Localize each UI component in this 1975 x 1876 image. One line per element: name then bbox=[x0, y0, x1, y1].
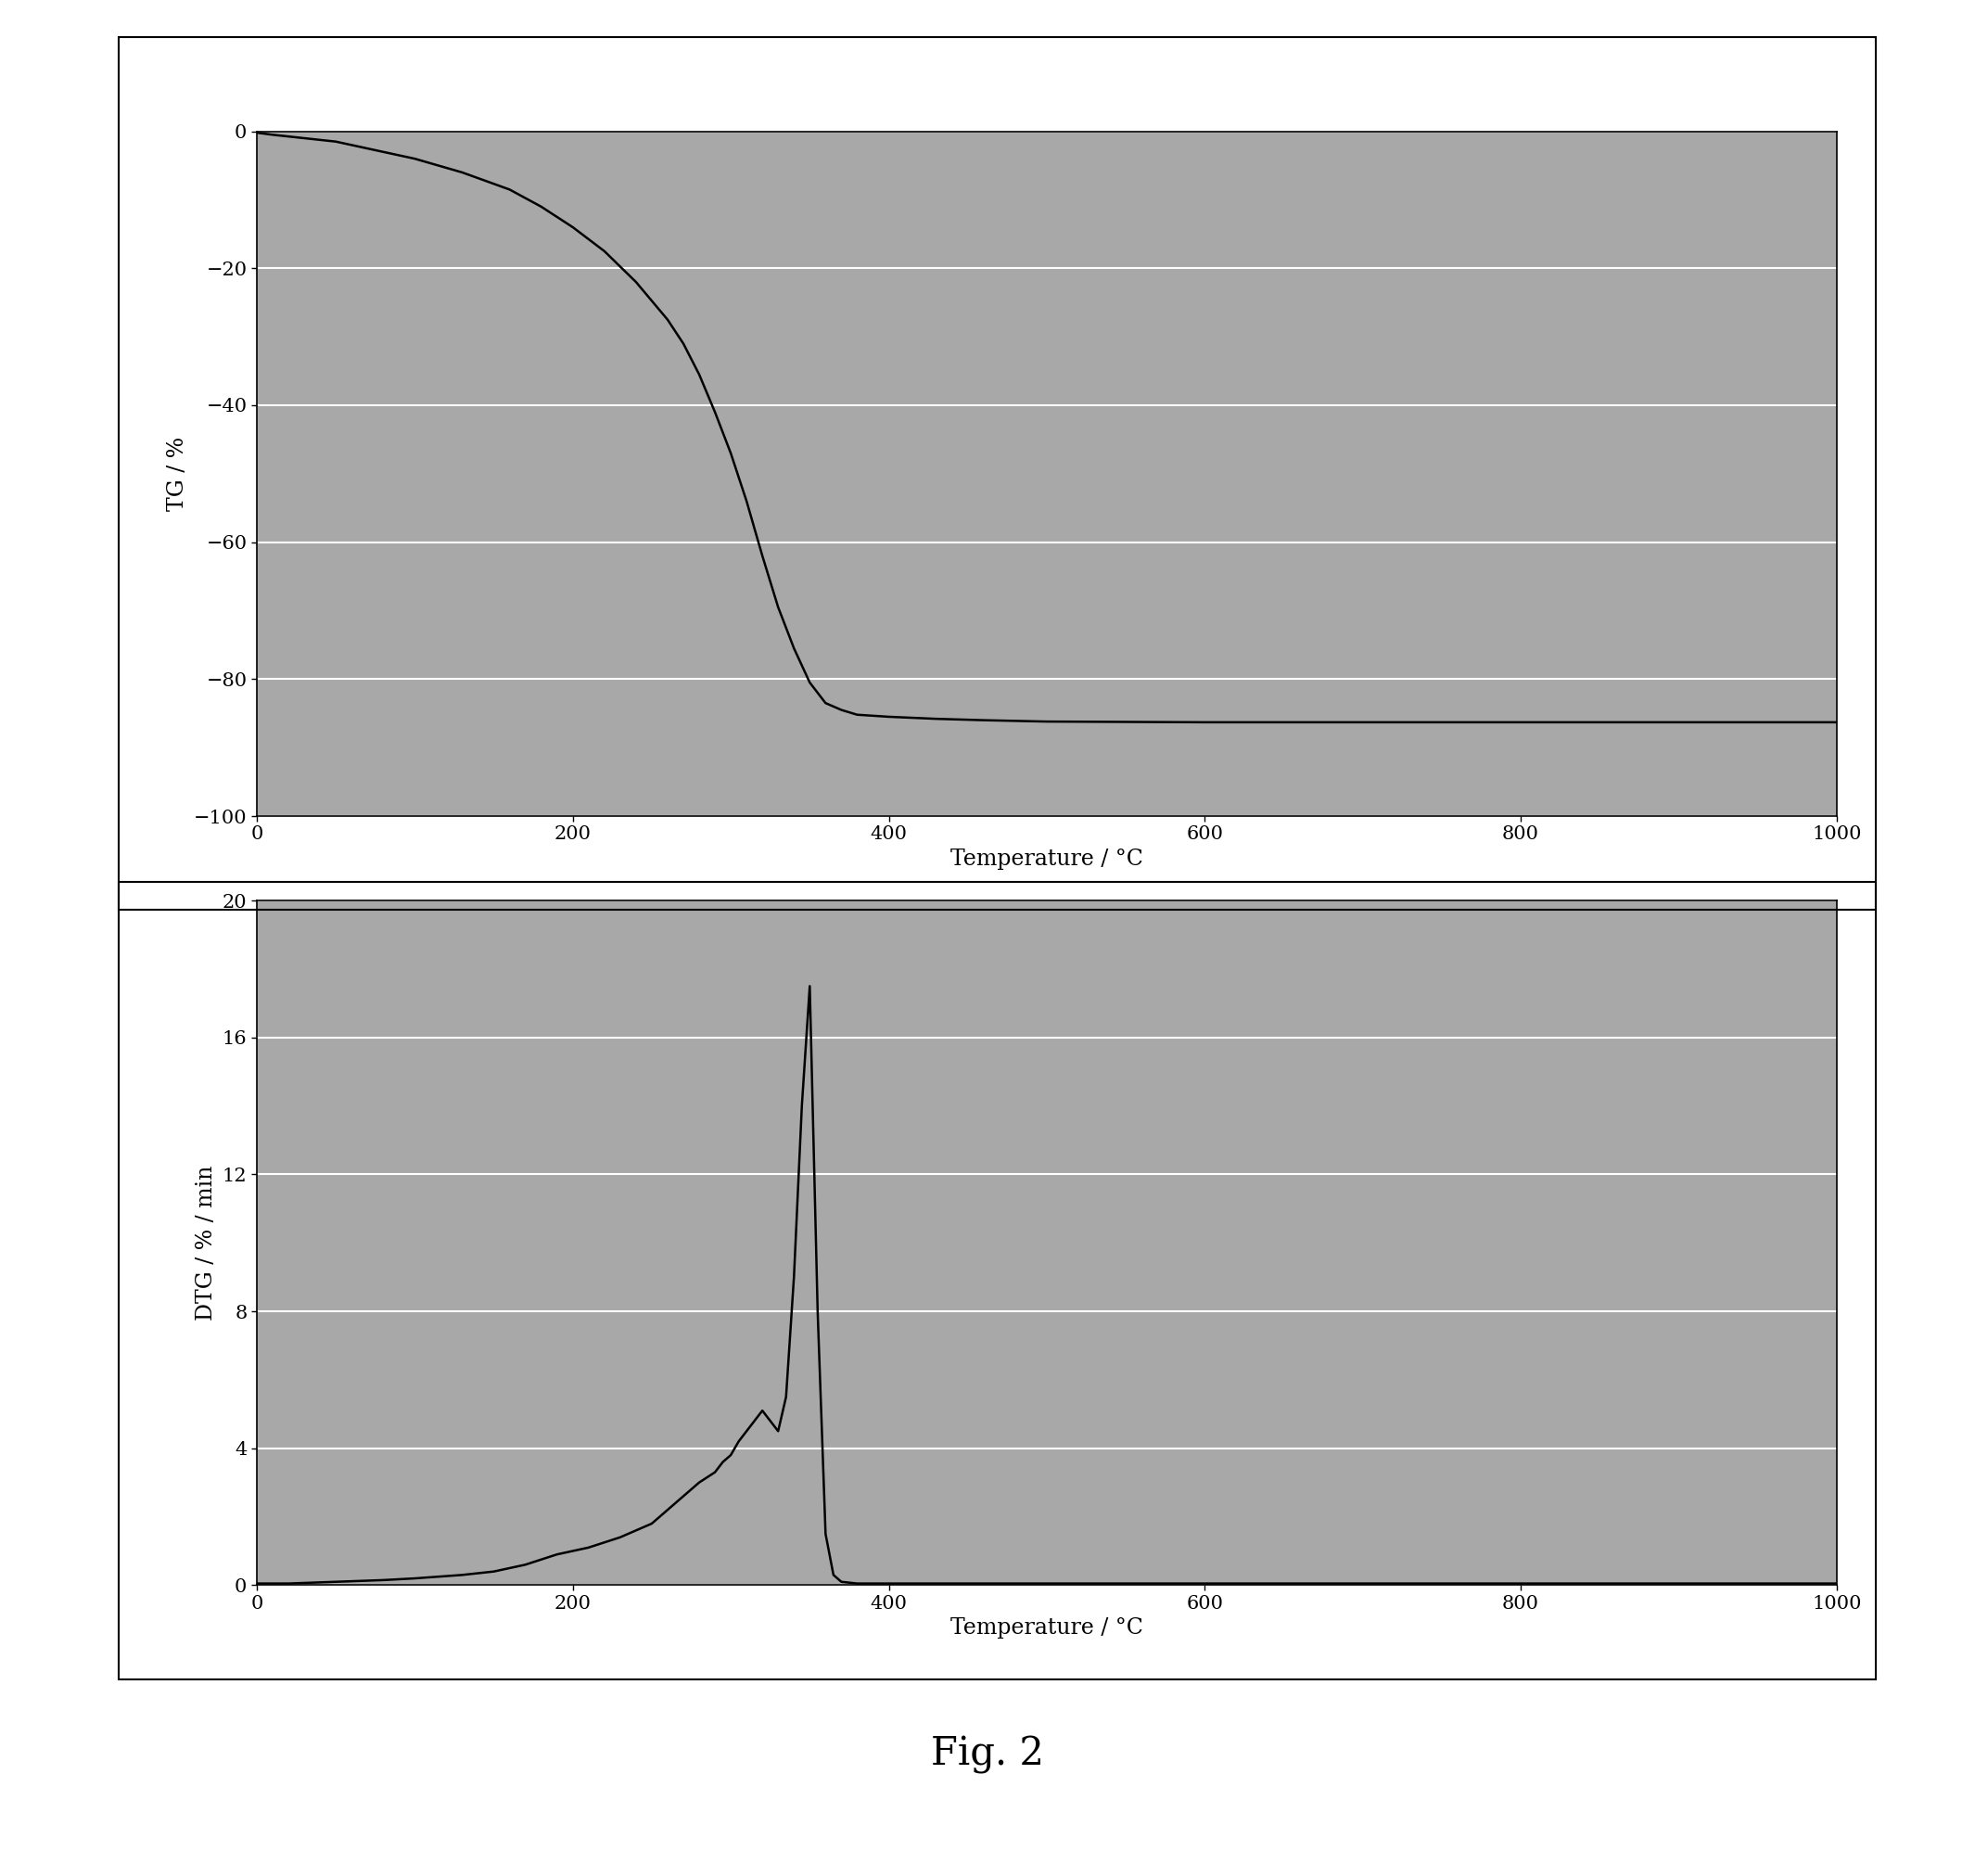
Y-axis label: DTG / % / min: DTG / % / min bbox=[196, 1165, 217, 1321]
Text: Fig. 2: Fig. 2 bbox=[930, 1735, 1045, 1773]
X-axis label: Temperature / °C: Temperature / °C bbox=[950, 1617, 1144, 1640]
X-axis label: Temperature / °C: Temperature / °C bbox=[950, 848, 1144, 870]
Y-axis label: TG / %: TG / % bbox=[168, 437, 188, 510]
